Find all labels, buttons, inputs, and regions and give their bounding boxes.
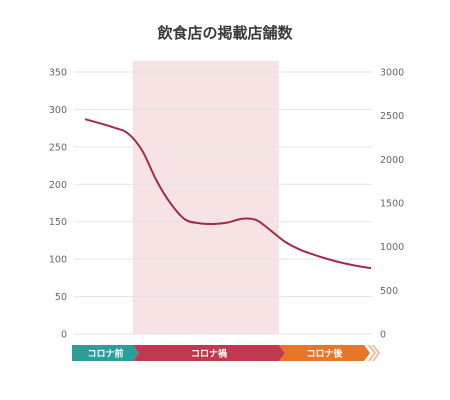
left-tick-label: 50 (55, 292, 67, 303)
phase-chevron (368, 345, 376, 361)
phase-segment (279, 345, 370, 361)
left-tick-label: 0 (61, 330, 67, 341)
grid (74, 71, 372, 335)
covid-period-shade (133, 61, 279, 334)
phase-label: コロナ前 (87, 347, 123, 359)
left-tick-label: 300 (49, 105, 67, 116)
chart-title: 飲食店の掲載店舗数 (156, 24, 293, 42)
right-tick-label: 2000 (380, 155, 404, 166)
left-tick-label: 100 (49, 255, 67, 266)
phase-label: コロナ後 (306, 347, 343, 359)
left-tick-label: 250 (49, 142, 67, 153)
series-line (84, 118, 372, 270)
left-axis: 0 50 100 150 200 250 300 350 (49, 68, 67, 341)
right-tick-label: 500 (380, 286, 398, 297)
phase-chevron (372, 345, 380, 361)
right-axis: 0 500 1000 1500 2000 2500 3000 (380, 68, 404, 341)
left-tick-label: 200 (49, 180, 67, 191)
right-tick-label: 1500 (380, 199, 404, 210)
right-tick-label: 2500 (380, 111, 404, 122)
right-tick-label: 0 (380, 330, 386, 341)
left-tick-label: 350 (49, 68, 67, 79)
phase-segment (133, 345, 285, 361)
right-tick-label: 3000 (380, 68, 404, 79)
phase-bar: コロナ前 コロナ禍 コロナ後 (72, 345, 380, 361)
left-tick-label: 150 (49, 217, 67, 228)
right-tick-label: 1000 (380, 242, 404, 253)
phase-label: コロナ禍 (191, 347, 227, 359)
phase-segment (72, 345, 139, 361)
